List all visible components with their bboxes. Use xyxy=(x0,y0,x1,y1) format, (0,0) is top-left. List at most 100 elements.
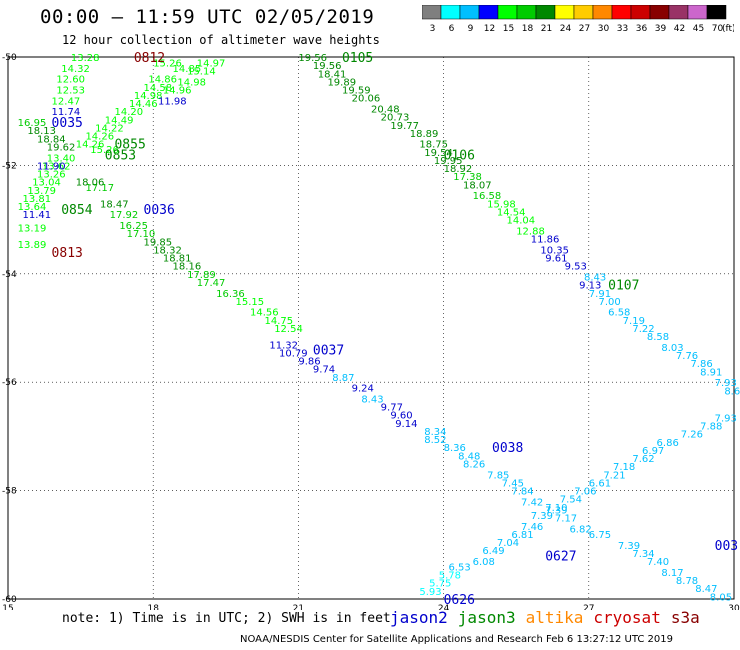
wave-height-label: 8.43 xyxy=(584,273,606,284)
wave-height-label: 13.64 xyxy=(18,202,47,213)
x-tick-label: 24 xyxy=(438,604,450,610)
wave-height-label: 6.08 xyxy=(473,557,495,568)
wave-height-label: 13.26 xyxy=(37,170,66,181)
wave-height-label: 18.89 xyxy=(410,129,439,140)
wave-height-label: 7.91 xyxy=(589,289,611,300)
wave-height-label: 13.79 xyxy=(27,186,56,197)
wave-height-label: 8.17 xyxy=(661,568,683,579)
wave-height-label: 14.58 xyxy=(144,83,173,94)
wave-height-label: 10.35 xyxy=(540,245,569,256)
wave-height-label: 13.62 xyxy=(42,161,71,172)
wave-height-label: 17.47 xyxy=(197,278,226,289)
wave-height-label: 11.90 xyxy=(37,161,66,172)
wave-height-label: 14.75 xyxy=(265,316,294,327)
wave-height-label: 5.78 xyxy=(439,571,461,582)
x-tick-label: 21 xyxy=(293,604,304,610)
wave-height-label: 7.04 xyxy=(497,538,519,549)
colorbar-label: 6 xyxy=(449,24,455,34)
wave-height-label: 9.13 xyxy=(579,281,601,292)
wave-height-label: 12.88 xyxy=(516,226,545,237)
wave-height-label: 14.46 xyxy=(129,99,158,110)
wave-height-label: 7.46 xyxy=(521,522,543,533)
wave-height-label: 15.15 xyxy=(235,297,264,308)
wave-height-label: 14.98 xyxy=(134,91,163,102)
wave-height-label: 7.17 xyxy=(555,514,577,525)
wave-height-label: 9.86 xyxy=(298,357,320,368)
wave-height-label: 17.92 xyxy=(110,210,139,221)
wave-height-label: 8.47 xyxy=(695,584,717,595)
wave-height-label: 7.45 xyxy=(502,478,524,489)
wave-height-label: 13.19 xyxy=(18,224,47,235)
wave-height-label: 11.41 xyxy=(23,210,52,221)
wave-height-label: 9.53 xyxy=(565,262,587,273)
wave-height-label: 8.43 xyxy=(361,394,383,405)
wave-height-label: 12.53 xyxy=(56,86,85,97)
colorbar-label: 24 xyxy=(560,24,572,34)
wave-height-label: 6.49 xyxy=(482,546,504,557)
pass-label: 0036 xyxy=(144,203,175,218)
wave-height-label: 6.58 xyxy=(608,308,630,319)
wave-height-label: 6.53 xyxy=(448,562,470,573)
colorbar-label: 18 xyxy=(522,24,534,34)
wave-height-label: 14.22 xyxy=(95,123,124,134)
credit-line: NOAA/NESDIS Center for Satellite Applica… xyxy=(240,634,673,645)
colorbar-label: 30 xyxy=(598,24,610,34)
wave-height-label: 13.28 xyxy=(71,53,100,64)
wave-height-label: 16.58 xyxy=(473,191,502,202)
pass-label: 0626 xyxy=(444,593,475,608)
wave-height-label: 16.36 xyxy=(216,289,245,300)
wave-height-label: 14.85 xyxy=(173,64,202,75)
colorbar-label: 70 xyxy=(712,24,724,34)
wave-height-label: 8.05 xyxy=(710,592,732,603)
wave-height-label: 17.38 xyxy=(453,172,482,183)
y-tick-label: -52 xyxy=(2,161,17,171)
wave-height-label: 19.54 xyxy=(424,148,453,159)
wave-height-label: 7.18 xyxy=(613,462,635,473)
pass-label: 0853 xyxy=(105,149,136,164)
wave-height-label: 12.54 xyxy=(274,324,303,335)
colorbar-label: 9 xyxy=(468,24,474,34)
wave-height-label: 8.34 xyxy=(424,427,446,438)
pass-label: 0627 xyxy=(545,550,576,565)
page-subtitle: 12 hour collection of altimeter wave hei… xyxy=(62,33,380,47)
wave-height-label: 5.93 xyxy=(419,587,441,598)
wave-height-label: 14.98 xyxy=(177,77,206,88)
wave-height-label: 6.86 xyxy=(657,438,679,449)
wave-height-label: 8.03 xyxy=(661,343,683,354)
x-tick-label: 30 xyxy=(728,604,740,610)
pass-label: 0037 xyxy=(313,344,344,359)
wave-height-label: 18.84 xyxy=(37,134,66,145)
wave-height-label: 13.04 xyxy=(32,178,61,189)
wave-height-label: 7.10 xyxy=(545,503,567,514)
pass-label: 0105 xyxy=(342,51,373,66)
wave-height-label: 7.39 xyxy=(531,511,553,522)
wave-height-label: 8.66 xyxy=(724,386,740,397)
wave-height-label: 19.62 xyxy=(47,142,76,153)
wave-height-label: 5.75 xyxy=(429,579,451,590)
pass-label: 003 xyxy=(715,539,738,554)
legend-item: jason3 xyxy=(457,608,516,627)
wave-height-label: 20.06 xyxy=(352,94,381,105)
wave-height-label: 18.92 xyxy=(444,164,473,175)
wave-height-label: 18.13 xyxy=(27,126,56,137)
colorbar-label: 21 xyxy=(541,24,552,34)
wave-height-label: 13.89 xyxy=(18,240,47,251)
wave-height-label: 19.59 xyxy=(342,86,371,97)
wave-height-label: 13.40 xyxy=(47,153,76,164)
plot-frame xyxy=(7,56,735,600)
wave-height-label: 11.32 xyxy=(269,340,298,351)
wave-height-label: 7.22 xyxy=(632,324,654,335)
wave-height-label: 15.98 xyxy=(487,199,516,210)
pass-label: 0855 xyxy=(114,138,145,153)
wave-height-label: 17.17 xyxy=(85,183,114,194)
colorbar-label: 36 xyxy=(636,24,648,34)
wave-height-label: 9.61 xyxy=(545,254,567,265)
wave-height-label: 11.74 xyxy=(52,107,81,118)
x-tick-label: 15 xyxy=(2,604,13,610)
wave-height-label: 6.81 xyxy=(511,530,533,541)
pass-label: 0854 xyxy=(61,203,92,218)
wave-height-label: 18.32 xyxy=(153,245,182,256)
wave-height-label: 18.06 xyxy=(76,178,105,189)
x-tick-label: 27 xyxy=(583,604,594,610)
